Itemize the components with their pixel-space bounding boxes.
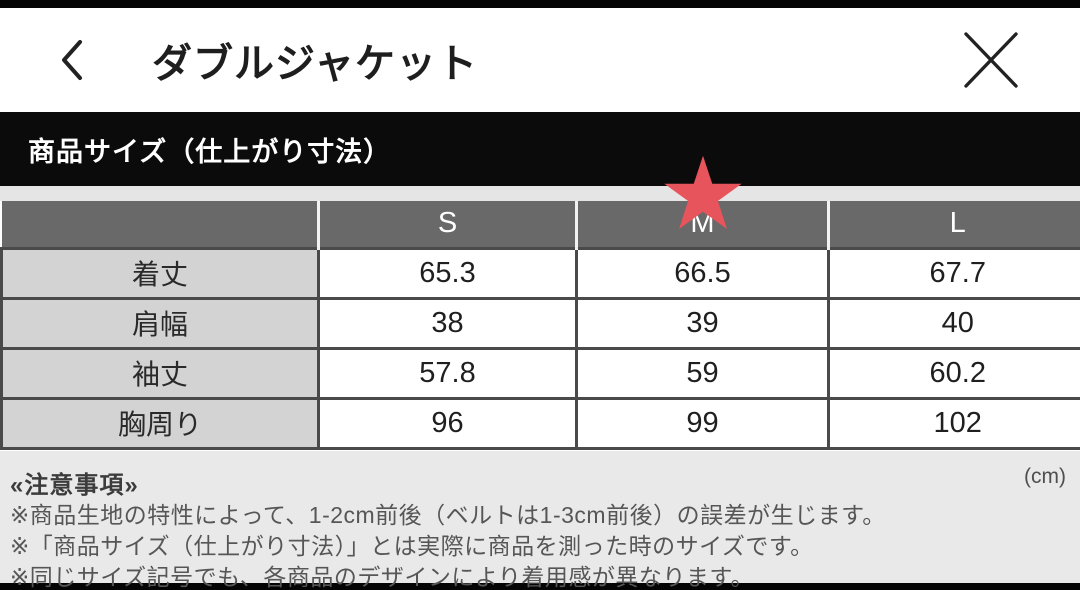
size-table-header-row: S M L: [1, 201, 1080, 249]
section-title: 商品サイズ（仕上がり寸法）: [28, 136, 392, 167]
note-line: ※「商品サイズ（仕上がり寸法）」とは実際に商品を測った時のサイズです。: [10, 533, 814, 559]
note-line: ※同じサイズ記号でも、各商品のデザインにより着用感が異なります。: [10, 564, 755, 590]
row-label: 袖丈: [0, 346, 320, 400]
table-row: 胸周り 96 99 102: [0, 396, 1080, 450]
size-cell: 40: [827, 296, 1080, 350]
row-label: 胸周り: [0, 396, 320, 450]
size-cell: 102: [827, 396, 1080, 450]
section-header-bar: 商品サイズ（仕上がり寸法）: [0, 112, 1080, 186]
page-title: ダブルジャケット: [152, 42, 478, 86]
row-label: 肩幅: [0, 296, 320, 350]
size-cell: 99: [575, 396, 830, 450]
size-cell: 65.3: [317, 246, 578, 300]
notes-section: «注意事項» (cm) ※商品生地の特性によって、1-2cm前後（ベルトは1-3…: [0, 451, 1080, 590]
column-header-blank: [1, 201, 319, 249]
row-label: 着丈: [0, 246, 320, 300]
size-cell: 38: [317, 296, 578, 350]
note-line: ※商品生地の特性によって、1-2cm前後（ベルトは1-3cm前後）の誤差が生じま…: [10, 502, 886, 528]
divider-strip: [0, 186, 1080, 201]
size-cell: 59: [575, 346, 830, 400]
table-row: 着丈 65.3 66.5 67.7: [0, 246, 1080, 300]
size-cell: 39: [575, 296, 830, 350]
back-button[interactable]: [52, 36, 92, 84]
size-cell: 67.7: [827, 246, 1080, 300]
chevron-left-icon: [62, 40, 82, 80]
size-table-area: S M L 着丈 65.3 66.5 67.7 肩幅 38 39 40: [0, 201, 1080, 451]
bottom-edge-strip: [0, 583, 1080, 590]
close-icon: [964, 32, 1018, 88]
notes-heading: «注意事項»: [10, 472, 139, 499]
size-cell: 66.5: [575, 246, 830, 300]
unit-label: (cm): [1024, 465, 1066, 488]
column-header-m: M: [575, 201, 829, 249]
size-cell: 60.2: [827, 346, 1080, 400]
table-row: 袖丈 57.8 59 60.2: [0, 346, 1080, 400]
column-header-s: S: [317, 201, 577, 249]
table-row: 肩幅 38 39 40: [0, 296, 1080, 350]
top-edge-strip: [0, 0, 1080, 8]
column-header-l: L: [827, 201, 1080, 249]
size-table: S M L 着丈 65.3 66.5 67.7 肩幅 38 39 40: [0, 201, 1080, 450]
size-cell: 96: [317, 396, 578, 450]
close-button[interactable]: [960, 29, 1022, 91]
size-cell: 57.8: [317, 346, 578, 400]
top-bar: ダブルジャケット: [0, 8, 1080, 112]
